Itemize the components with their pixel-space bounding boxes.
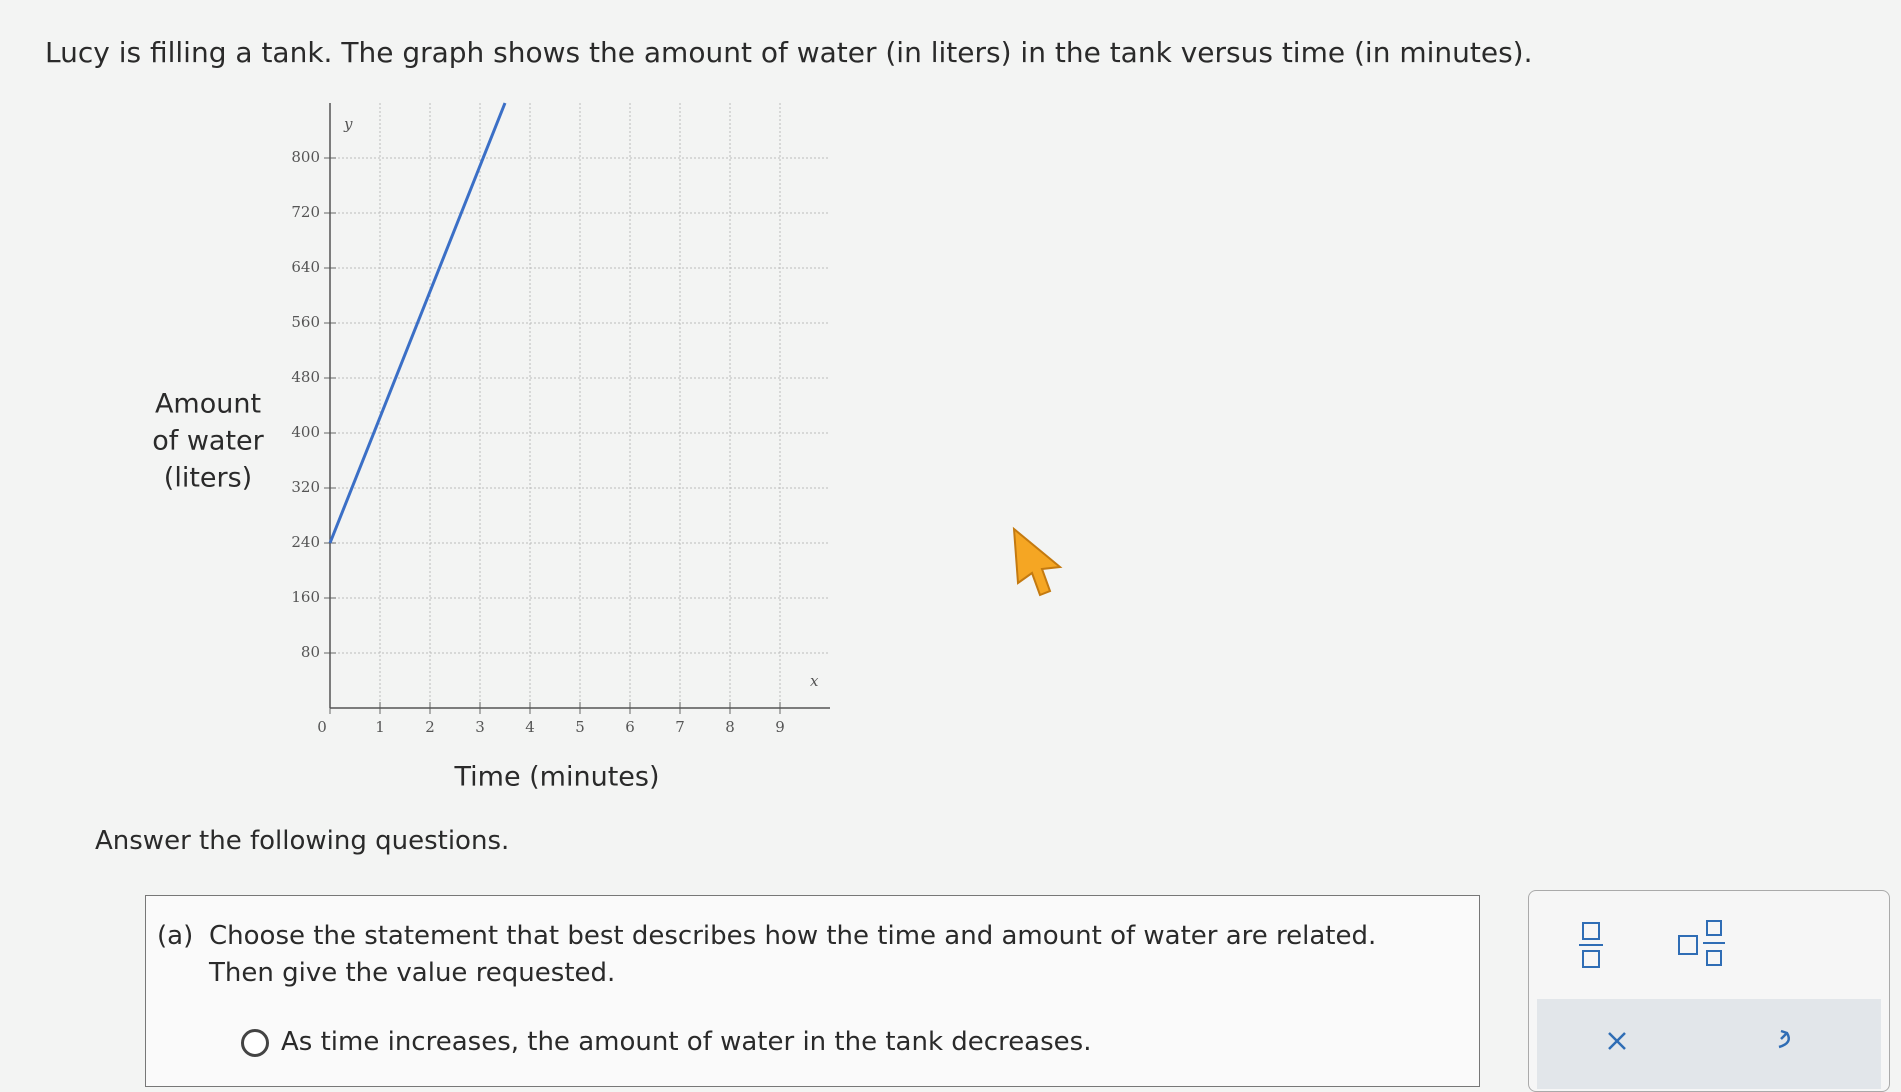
prompt-line: Choose the statement that best describes… [209, 921, 1377, 951]
tool-panel [1528, 890, 1890, 1092]
y-tick-label: 800 [291, 148, 320, 166]
y-tick-label: 240 [291, 533, 320, 551]
prompt-line: Then give the value requested. [209, 958, 616, 988]
mouse-cursor [1012, 526, 1063, 597]
x-tick-label: 1 [375, 718, 385, 736]
intro-text: Lucy is filling a tank. The graph shows … [45, 36, 1533, 69]
undo-button[interactable] [1778, 1029, 1790, 1049]
x-tick-label: 3 [475, 718, 485, 736]
tool-row [1537, 999, 1881, 1089]
y-tick-label: 720 [291, 203, 320, 221]
y-tick-label: 160 [291, 588, 320, 606]
instruction: Answer the following questions. [95, 826, 510, 856]
part-label: (a) [157, 921, 194, 951]
clear-button[interactable] [1608, 1032, 1626, 1050]
x-axis-letter: x [810, 672, 819, 690]
x-tick-label: 7 [675, 718, 685, 736]
y-tick-label: 560 [291, 313, 320, 331]
y-axis-letter: y [343, 115, 353, 133]
x-tick-label: 6 [625, 718, 635, 736]
y-axis-label: of water [152, 426, 264, 457]
radio-button[interactable] [241, 1029, 269, 1057]
y-tick-label: 80 [301, 643, 320, 661]
x-tick-label: 2 [425, 718, 435, 736]
y-tick-label: 320 [291, 478, 320, 496]
x-tick-label: 9 [775, 718, 785, 736]
data-line [328, 102, 507, 544]
y-tick-label: 480 [291, 368, 320, 386]
chart: 0 1 2 3 4 5 6 7 8 9 80 160 240 320 400 480 560 640 720 800 x… [152, 102, 830, 793]
x-tick-label: 0 [317, 718, 327, 736]
y-tick-label: 400 [291, 423, 320, 441]
y-axis-label: (liters) [164, 463, 252, 494]
x-tick-label: 5 [575, 718, 585, 736]
option-text[interactable]: As time increases, the amount of water i… [281, 1027, 1092, 1057]
tool-icons [1579, 920, 1790, 1050]
fraction-button[interactable] [1579, 922, 1603, 968]
x-tick-label: 8 [725, 718, 735, 736]
y-tick-label: 640 [291, 258, 320, 276]
y-axis-label: Amount [155, 389, 261, 420]
x-axis-label: Time (minutes) [453, 762, 659, 793]
mixed-number-button[interactable] [1678, 920, 1725, 966]
question-box: (a) Choose the statement that best descr… [145, 895, 1480, 1087]
x-tick-label: 4 [525, 718, 535, 736]
